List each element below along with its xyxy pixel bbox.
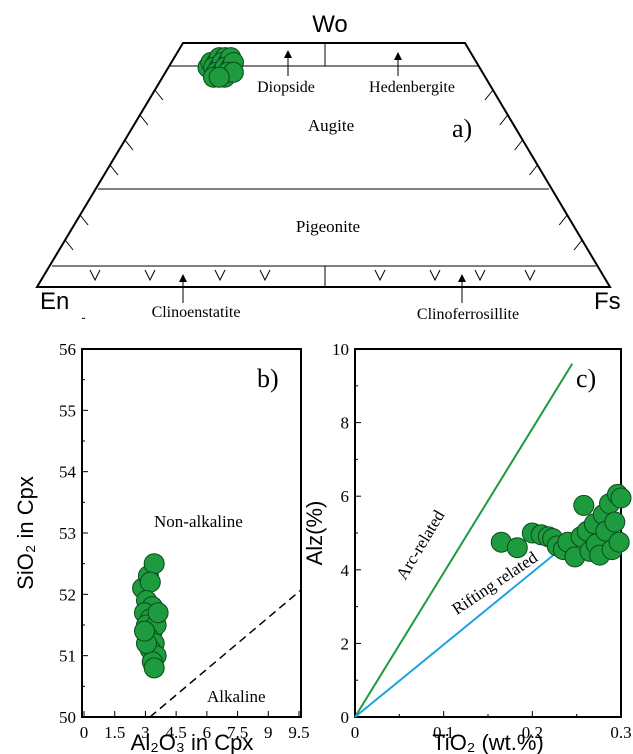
vertex-wo: Wo [312,11,348,38]
tick-mark [109,164,119,176]
y-axis-title-b: SiO₂ in Cpx [13,476,38,590]
tick-mark [259,269,271,282]
axis-ticks-b: 50 51 52 53 54 55 56 0 1.5 3 4.5 6 7.5 9 9.5 [59,317,310,742]
line-label-arc-related: Arc-related [392,506,448,583]
quadrilateral-outline [35,42,612,288]
data-point [208,66,230,88]
x-tick-label: 9 [264,723,273,742]
y-tick-label: 55 [59,401,76,420]
y-tick-label: 10 [332,340,349,359]
data-point [608,531,630,553]
x-tick-label: 3 [141,723,150,742]
tick-mark [573,239,583,251]
x-axis-title-c: TiO₂ (wt.%) [432,730,544,754]
x-tick-label: 0.3 [610,723,631,742]
y-tick-label: 56 [59,340,76,359]
data-point [139,571,161,593]
tick-mark [484,89,494,101]
tick-mark [474,269,486,282]
y-tick-label: 50 [59,708,76,727]
tick-mark [529,164,538,176]
tick-mark [144,269,156,282]
arrows [179,50,466,303]
tick-mark [558,214,568,226]
data-point [610,487,632,509]
panel-label-a: a) [452,114,472,143]
y-tick-label: 8 [341,414,350,433]
data-point [573,494,595,516]
arc-related-line [354,363,574,718]
arrow-head [179,274,187,282]
y-tick-label: 52 [59,585,76,604]
panel-label-b: b) [257,364,279,393]
field-diopside: Diopside [257,79,315,96]
data-point [143,553,165,575]
x-tick-label: 0 [80,723,89,742]
tick-mark [124,139,134,151]
points-c [490,483,632,568]
plot-frame-b [81,348,302,718]
y-axis-title-c: Alz(%) [302,501,327,566]
y-tick-label: 54 [59,463,77,482]
points-b [132,553,169,679]
x-tick-label: 0.2 [522,723,543,742]
data-point [506,537,528,559]
data-point [604,511,626,533]
axis-ticks-c: 0 2 4 6 8 10 0 0.1 0.2 0.3 [332,340,632,742]
data-point [143,657,165,679]
tick-marks [64,89,583,282]
x-tick-label: 9.5 [288,723,309,742]
alkaline-boundary [149,589,302,718]
region-alkaline: Alkaline [207,687,266,706]
data-point [147,602,169,624]
tick-mark [154,89,164,101]
field-clinoferrosillite: Clinoferrosillite [417,306,519,323]
arrow-head [394,52,402,60]
field-hedenbergite: Hedenbergite [369,79,455,96]
y-tick-label: 4 [341,561,350,580]
region-non-alkaline: Non-alkaline [154,512,243,531]
tick-mark [139,114,149,126]
x-axis-title-b: Al₂O₃ in Cpx [131,730,254,754]
tick-mark [374,269,386,282]
y-tick-label: 2 [341,634,350,653]
x-tick-label: 6 [203,723,212,742]
tick-mark [524,269,536,282]
points-a [197,47,244,88]
line-label-rifting-related: Rifting related [448,547,541,618]
tick-mark [79,214,89,226]
y-tick-label: 53 [59,524,76,543]
tick-mark [514,139,524,151]
tick-mark [64,239,74,251]
x-tick-label: 7.5 [227,723,248,742]
tick-mark [214,269,226,282]
panel-label-c: c) [576,364,596,393]
arrow-head [284,50,292,58]
panel-c-chart: 0 2 4 6 8 10 0 0.1 0.2 0.3 c) Arc-related Rifting… [302,340,632,754]
vertex-fs: Fs [594,288,621,315]
tick-mark [499,114,509,126]
x-tick-label: 0 [351,723,360,742]
field-pigeonite: Pigeonite [296,217,360,236]
vertex-en: En [40,288,69,315]
pyroxene-quadrilateral: Wo En Fs Diopside Hedenbergite Augite Pi… [35,11,621,323]
tick-mark [89,269,101,282]
field-augite: Augite [308,116,354,135]
data-point [134,620,155,642]
y-tick-label: 51 [59,647,76,666]
field-clinoenstatite: Clinoenstatite [152,304,241,321]
x-tick-label: 1.5 [104,723,125,742]
x-tick-label: 4.5 [166,723,187,742]
x-tick-label: 0.1 [433,723,454,742]
arrow-head [458,274,466,282]
y-tick-label: 6 [341,487,350,506]
tick-mark [429,269,441,282]
y-tick-label: 0 [341,708,350,727]
panel-b-chart: 50 51 52 53 54 55 56 0 1.5 3 4.5 6 7.5 9 9.5 b) Non-al… [13,317,310,754]
